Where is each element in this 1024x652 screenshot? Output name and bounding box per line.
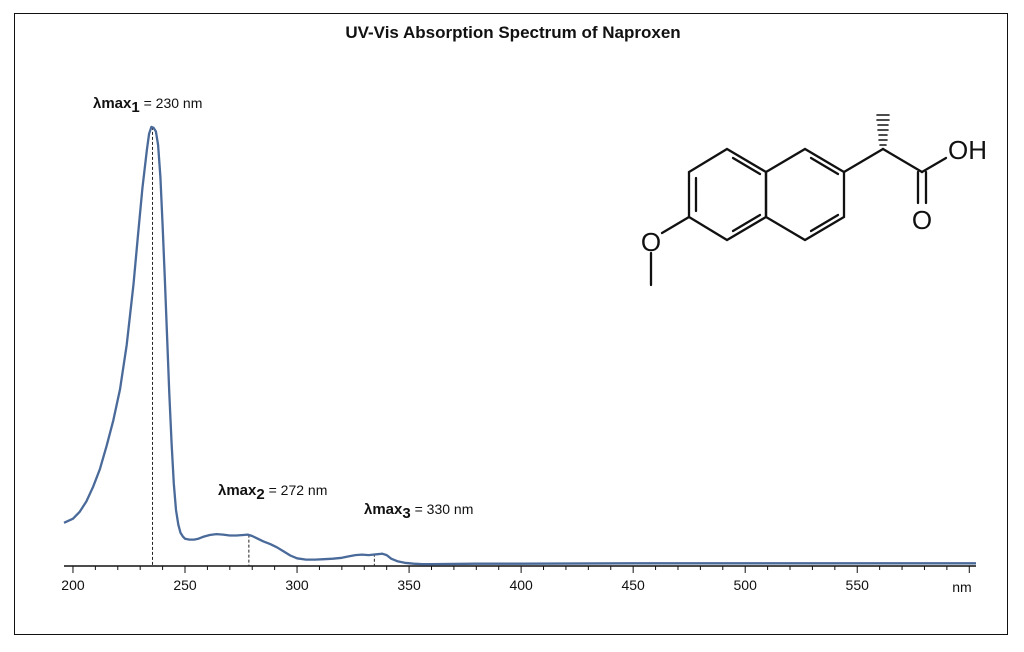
peak-guides [152, 126, 375, 566]
peak-label: λmax2 = 272 nm [218, 482, 327, 503]
peak-label: λmax3 = 330 nm [364, 501, 473, 522]
x-tick-label: 250 [173, 577, 197, 593]
x-tick-label: 450 [621, 577, 645, 593]
x-tick-label: 400 [509, 577, 533, 593]
naproxen-structure [649, 114, 948, 287]
x-tick-label: 500 [734, 577, 758, 593]
x-tick-label: 350 [397, 577, 421, 593]
spectrum-line [63, 125, 976, 566]
x-tick-label: 200 [61, 577, 85, 593]
atom-label-carbonyl-o: O [912, 205, 932, 235]
x-unit-label: nm [952, 579, 971, 595]
x-tick-label: 300 [285, 577, 309, 593]
x-axis: 200 250 300 350 400 450 500 550 nm [61, 565, 976, 595]
atom-label-methoxy-o: O [641, 227, 661, 257]
peak-labels: λmax1 = 230 nm λmax2 = 272 nm λmax3 = 330 … [93, 95, 473, 522]
atom-label-oh: OH [948, 135, 987, 165]
x-tick-label: 550 [846, 577, 870, 593]
chart-title: UV-Vis Absorption Spectrum of Naproxen [345, 23, 680, 42]
peak-label: λmax1 = 230 nm [93, 95, 202, 116]
